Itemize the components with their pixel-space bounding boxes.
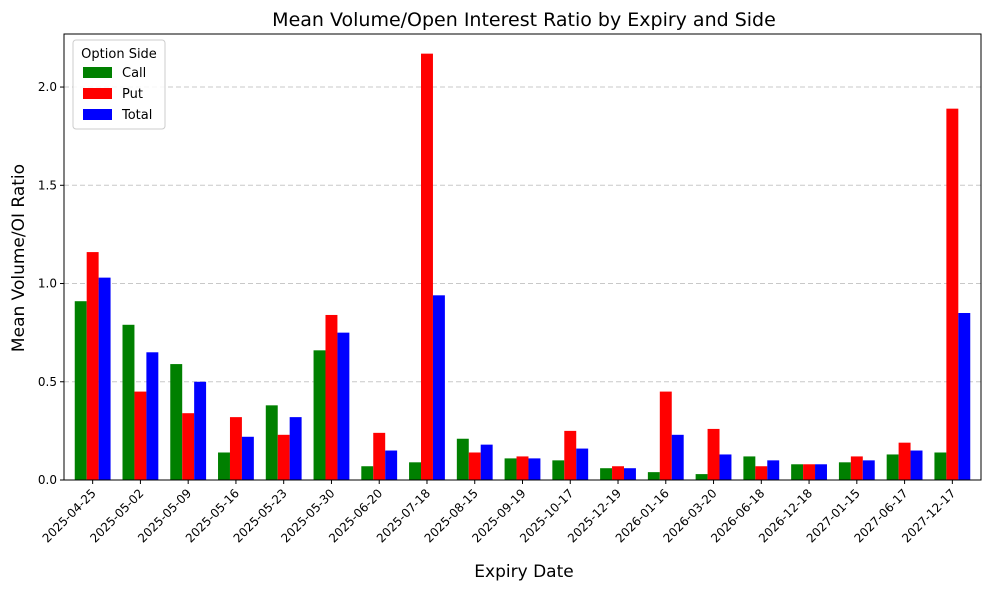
- chart-title: Mean Volume/Open Interest Ratio by Expir…: [272, 9, 776, 31]
- bar-put: [182, 413, 195, 480]
- bar-total: [337, 332, 350, 480]
- y-tick-label: 2.0: [38, 80, 57, 94]
- bar-total: [910, 450, 923, 480]
- bar-total: [671, 434, 684, 480]
- bar-call: [886, 454, 899, 480]
- bar-put: [564, 430, 577, 480]
- bar-call: [695, 474, 708, 480]
- bar-call: [74, 301, 87, 480]
- bar-put: [516, 456, 529, 480]
- bar-put: [86, 252, 99, 480]
- bar-call: [647, 472, 660, 480]
- bar-total: [480, 444, 493, 480]
- bar-total: [194, 381, 207, 480]
- bar-total: [862, 460, 875, 480]
- y-tick-label: 1.5: [38, 178, 57, 192]
- bar-put: [707, 428, 720, 480]
- bar-put: [277, 434, 290, 480]
- bar-call: [265, 405, 278, 480]
- legend: Option Side Call Put Total: [72, 39, 166, 130]
- x-axis-label: Expiry Date: [474, 562, 573, 582]
- bar-put: [468, 452, 481, 480]
- legend-entries: Call Put Total: [83, 66, 152, 123]
- y-tick-label: 0.5: [38, 375, 57, 389]
- bar-total: [815, 464, 827, 480]
- bar-put: [659, 391, 672, 480]
- bar-put: [850, 456, 863, 480]
- bar-total: [98, 277, 111, 480]
- bar-put: [898, 442, 911, 480]
- bar-put: [229, 417, 242, 480]
- bar-total: [576, 448, 589, 480]
- bar-total: [241, 436, 254, 480]
- legend-box: [72, 39, 166, 130]
- bar-total: [432, 295, 445, 480]
- bar-call: [409, 462, 422, 480]
- bar-put: [134, 391, 147, 480]
- bar-call: [170, 364, 183, 480]
- bar-call: [934, 452, 947, 480]
- bar-call: [122, 324, 135, 480]
- bar-call: [361, 466, 374, 480]
- bar-total: [958, 312, 971, 480]
- y-axis-label: Mean Volume/OI Ratio: [9, 164, 29, 352]
- bar-call: [838, 462, 851, 480]
- x-axis-ticks: 2025-04-252025-05-022025-05-092025-05-16…: [40, 480, 958, 545]
- legend-label: Put: [122, 87, 143, 102]
- y-axis-ticks: 0.0 0.5 1.0 1.5 2.0: [38, 80, 64, 487]
- bar-total: [719, 454, 732, 480]
- y-tick-label: 0.0: [38, 473, 57, 487]
- bar-put: [946, 108, 959, 480]
- bar-total: [767, 460, 780, 480]
- bar-put: [612, 466, 624, 480]
- legend-title: Option Side: [81, 47, 157, 62]
- bar-put: [803, 464, 816, 480]
- y-tick-label: 1.0: [38, 277, 57, 291]
- bar-total: [528, 458, 541, 480]
- bar-call: [743, 456, 756, 480]
- bar-put: [325, 314, 338, 480]
- bars: [74, 53, 971, 480]
- bar-total: [385, 450, 398, 480]
- legend-label: Total: [121, 108, 152, 123]
- bar-call: [504, 458, 517, 480]
- legend-swatch-total: [83, 109, 112, 120]
- bar-put: [755, 466, 768, 480]
- bar-put: [373, 432, 386, 480]
- bar-call: [791, 464, 804, 480]
- legend-swatch-put: [83, 88, 112, 99]
- bar-call: [313, 350, 326, 480]
- legend-label: Call: [122, 66, 146, 81]
- bar-call: [218, 452, 230, 480]
- legend-swatch-call: [83, 67, 112, 78]
- bar-total: [623, 468, 636, 480]
- bar-total: [289, 417, 302, 480]
- bar-put: [421, 53, 433, 480]
- bar-call: [600, 468, 613, 480]
- bar-total: [146, 352, 159, 480]
- bar-call: [552, 460, 565, 480]
- gridlines: [64, 86, 981, 383]
- bar-call: [456, 438, 469, 480]
